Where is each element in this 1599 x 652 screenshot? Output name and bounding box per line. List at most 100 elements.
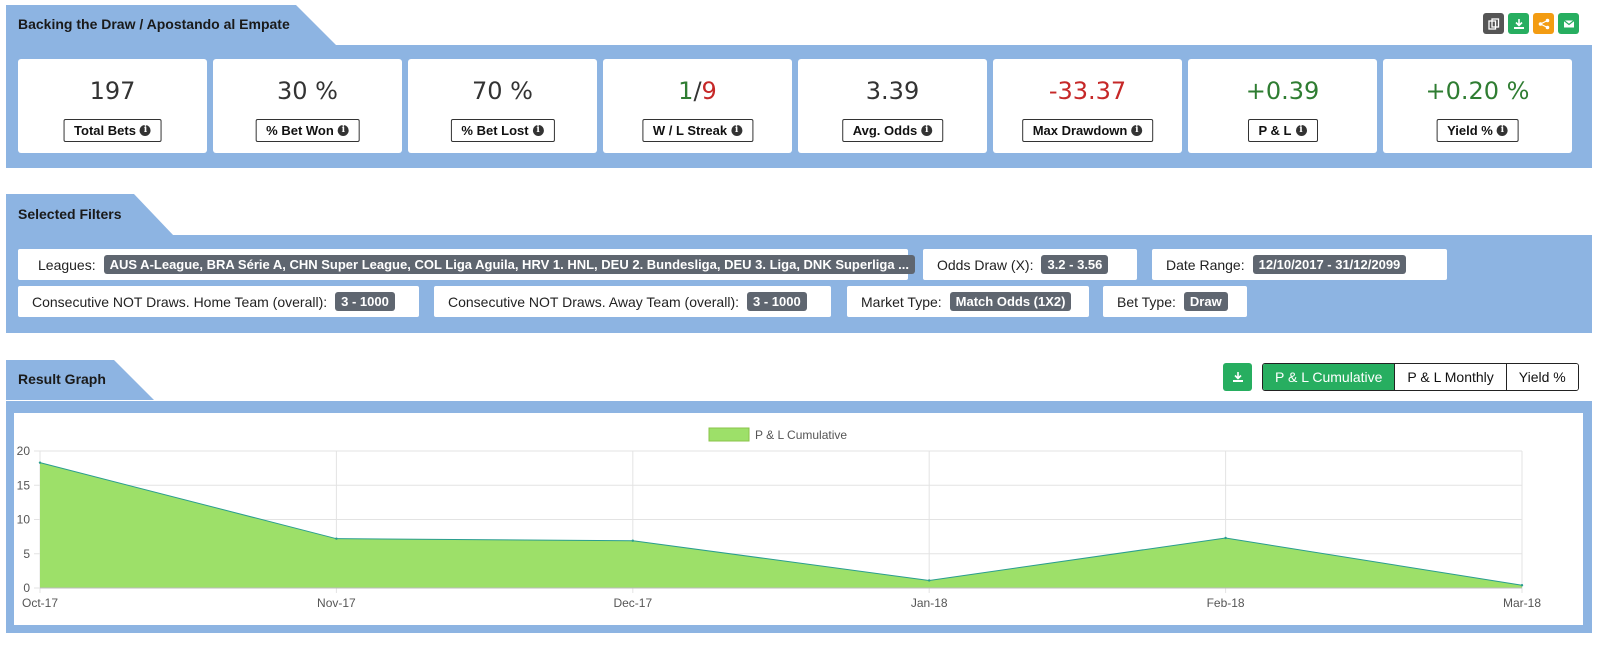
stat-card-max-drawdown: -33.37 Max Drawdown i: [993, 59, 1182, 153]
copy-icon: [1487, 17, 1499, 30]
stat-label-button[interactable]: Total Bets i: [63, 119, 162, 142]
stat-label-button[interactable]: % Bet Won i: [255, 119, 360, 142]
filter-label: Leagues:: [38, 256, 96, 273]
filter-leagues: Leagues: AUS A-League, BRA Série A, CHN …: [18, 249, 916, 280]
stat-label-button[interactable]: W / L Streak i: [641, 119, 754, 142]
graph-view-tabs: P & L Cumulative P & L Monthly Yield %: [1262, 363, 1579, 391]
filter-not-draws-away: Consecutive NOT Draws. Away Team (overal…: [434, 286, 831, 317]
data-point: [38, 461, 42, 464]
graph-download-button[interactable]: [1223, 363, 1252, 391]
toolbar: [1483, 13, 1579, 34]
stats-header: Backing the Draw / Apostando al Empate: [6, 5, 336, 45]
info-icon: i: [337, 125, 349, 136]
info-icon: i: [1496, 125, 1508, 136]
series-area: [40, 462, 1522, 588]
stat-label-button[interactable]: Max Drawdown i: [1021, 119, 1154, 142]
filters-header: Selected Filters: [6, 194, 174, 236]
chart-svg: 0 5 10 15 20 Oct-17 Nov-17 Dec-17 Jan-18 Feb-18 Ma…: [17, 427, 1541, 610]
info-icon: i: [1131, 125, 1143, 136]
filter-value: 3 - 1000: [747, 292, 807, 311]
filter-value: 12/10/2017 - 31/12/2099: [1252, 255, 1407, 274]
filter-label: Odds Draw (X):: [937, 256, 1034, 273]
stat-card-yield: +0.20 % Yield % i: [1383, 59, 1572, 153]
stats-panel: 197 Total Bets i 30 % % Bet Won i 70 % % B…: [6, 45, 1592, 168]
stat-value: 3.39: [865, 77, 920, 105]
stat-value: 1/9: [603, 77, 792, 105]
x-tick-label: Oct-17: [22, 596, 58, 610]
stat-label: % Bet Won: [266, 123, 334, 138]
stat-value: 70 %: [472, 77, 533, 105]
stat-label: P & L: [1258, 123, 1292, 138]
y-tick-label: 5: [23, 547, 30, 561]
x-tick-label: Dec-17: [613, 596, 652, 610]
data-point: [335, 537, 338, 540]
info-icon: i: [731, 125, 743, 136]
download-icon: [1232, 372, 1243, 382]
stat-label-button[interactable]: Yield % i: [1436, 119, 1519, 142]
filter-value: AUS A-League, BRA Série A, CHN Super Lea…: [103, 255, 916, 274]
streak-win: 1: [678, 77, 694, 105]
stat-label: W / L Streak: [652, 123, 728, 138]
filter-label: Market Type:: [861, 293, 942, 310]
stat-card-avg-odds: 3.39 Avg. Odds i: [798, 59, 987, 153]
stat-value: +0.20 %: [1425, 77, 1530, 105]
stat-label: % Bet Lost: [461, 123, 529, 138]
email-button[interactable]: [1558, 13, 1579, 34]
email-icon: [1563, 19, 1574, 27]
stat-value: 30 %: [277, 77, 338, 105]
tab-pl-monthly[interactable]: P & L Monthly: [1394, 364, 1506, 390]
x-tick-label: Mar-18: [1503, 596, 1541, 610]
stat-value: 197: [89, 77, 136, 105]
data-point: [1224, 536, 1227, 540]
download-button[interactable]: [1508, 13, 1529, 34]
data-point: [631, 539, 634, 542]
x-tick-label: Feb-18: [1207, 596, 1245, 610]
tab-pl-cumulative[interactable]: P & L Cumulative: [1263, 364, 1395, 390]
info-icon: i: [532, 125, 544, 136]
stat-card-bet-lost: 70 % % Bet Lost i: [408, 59, 597, 153]
y-tick-label: 0: [23, 581, 30, 595]
stat-label: Total Bets: [74, 123, 136, 138]
share-button[interactable]: [1533, 13, 1554, 34]
y-tick-label: 20: [17, 444, 31, 458]
copy-button[interactable]: [1483, 13, 1504, 34]
stat-card-total-bets: 197 Total Bets i: [18, 59, 207, 153]
download-icon: [1513, 18, 1524, 29]
graph-title: Result Graph: [18, 371, 106, 387]
stat-value: +0.39: [1245, 77, 1320, 105]
stat-label: Avg. Odds: [852, 123, 918, 138]
stat-label-button[interactable]: % Bet Lost i: [450, 119, 555, 142]
stat-label: Max Drawdown: [1032, 123, 1128, 138]
y-tick-label: 10: [17, 513, 31, 527]
info-icon: i: [921, 125, 933, 136]
filter-label: Bet Type:: [1117, 293, 1176, 310]
filters-panel: Leagues: AUS A-League, BRA Série A, CHN …: [6, 235, 1592, 333]
filter-value: Match Odds (1X2): [949, 292, 1072, 311]
streak-loss: 9: [701, 77, 717, 105]
share-icon: [1538, 18, 1549, 29]
filter-market-type: Market Type: Match Odds (1X2): [847, 286, 1089, 317]
filter-label: Date Range:: [1166, 256, 1245, 273]
filter-value: 3.2 - 3.56: [1041, 255, 1109, 274]
y-tick-label: 15: [17, 478, 31, 492]
series-line: [39, 462, 1523, 586]
result-chart: 0 5 10 15 20 Oct-17 Nov-17 Dec-17 Jan-18 Feb-18 Ma…: [14, 413, 1583, 625]
info-icon: i: [1295, 125, 1307, 136]
filter-value: Draw: [1183, 292, 1228, 311]
stat-label: Yield %: [1447, 123, 1493, 138]
filter-date-range: Date Range: 12/10/2017 - 31/12/2099: [1152, 249, 1447, 280]
legend-label: P & L Cumulative: [755, 428, 847, 442]
filter-value: 3 - 1000: [335, 292, 395, 311]
graph-header: Result Graph: [6, 360, 154, 400]
tab-yield[interactable]: Yield %: [1505, 364, 1578, 390]
filter-bet-type: Bet Type: Draw: [1103, 286, 1247, 317]
stat-card-streak: 1/9 W / L Streak i: [603, 59, 792, 153]
filter-not-draws-home: Consecutive NOT Draws. Home Team (overal…: [18, 286, 419, 317]
stats-title: Backing the Draw / Apostando al Empate: [18, 16, 290, 32]
stat-label-button[interactable]: Avg. Odds i: [841, 119, 944, 142]
filter-odds-draw: Odds Draw (X): 3.2 - 3.56: [923, 249, 1137, 280]
data-point: [928, 579, 931, 582]
filters-title: Selected Filters: [18, 206, 122, 222]
